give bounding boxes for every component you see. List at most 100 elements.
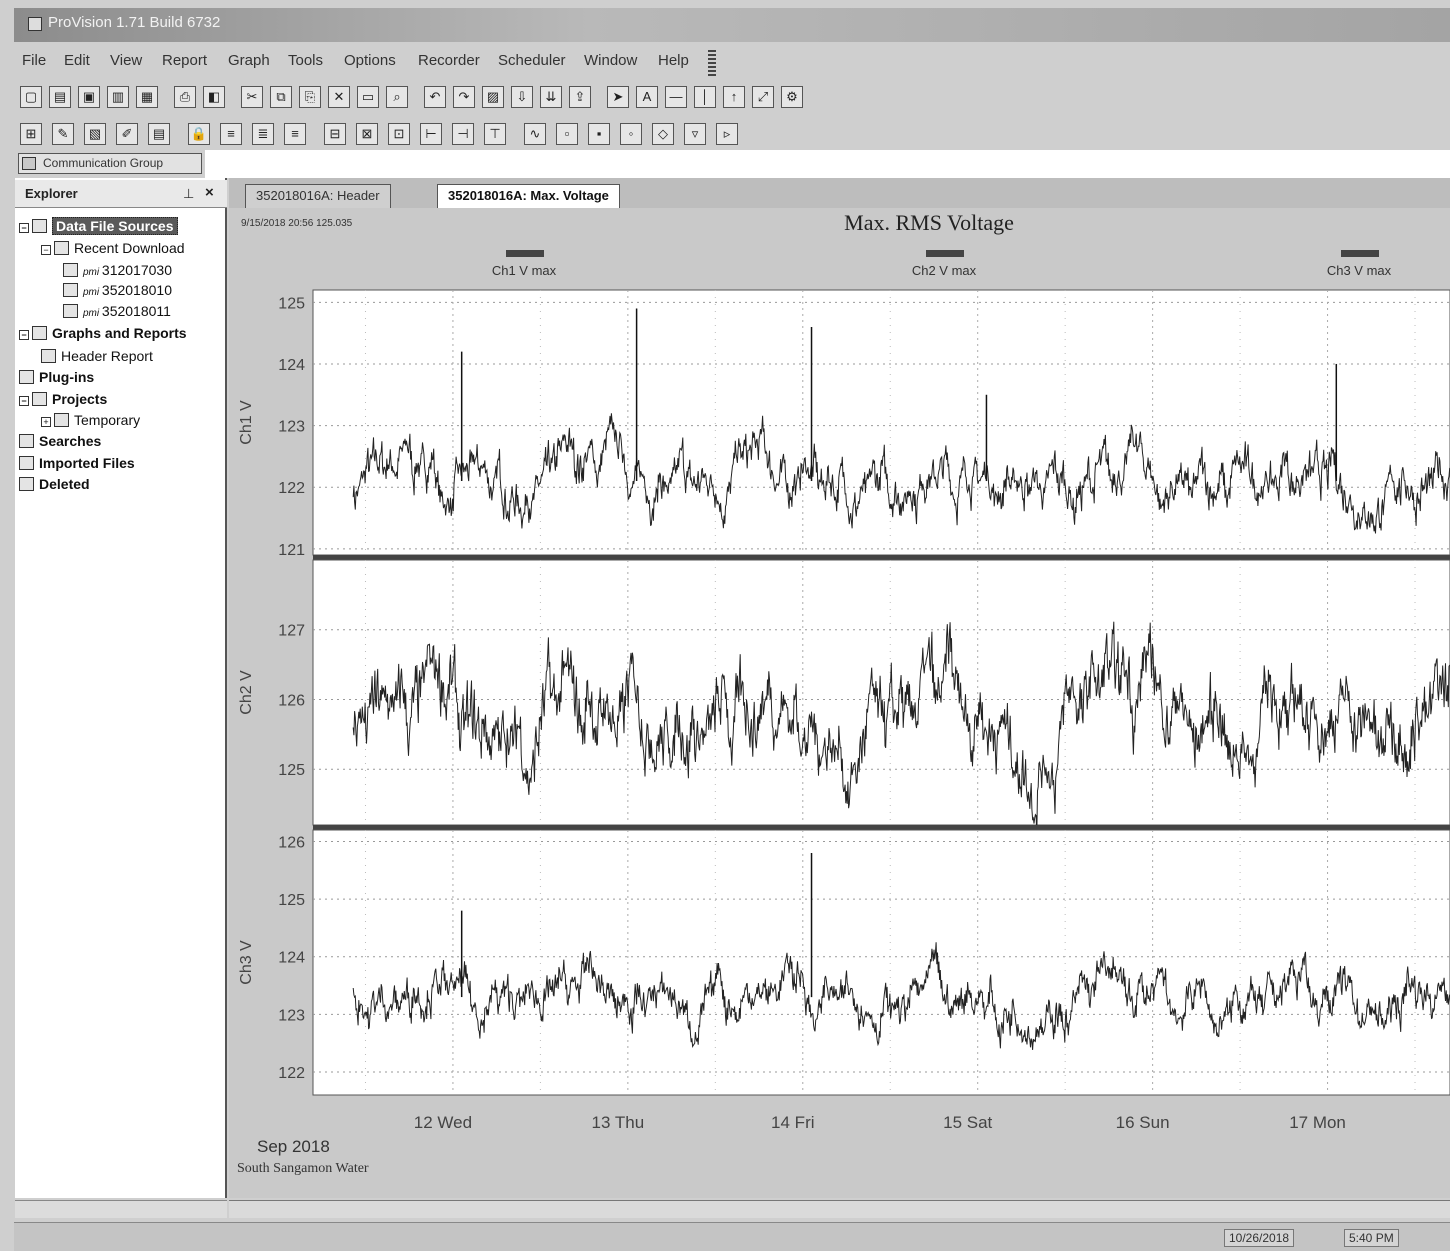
zoom-icon[interactable]: ⤢ [752, 86, 774, 108]
collapse-icon[interactable]: − [19, 223, 29, 233]
y-tick-label: 126 [278, 835, 305, 852]
document-horizontal-scrollbar[interactable] [229, 1200, 1450, 1218]
expand-icon[interactable]: + [41, 417, 51, 427]
tool-e-icon[interactable]: ▿ [684, 123, 706, 145]
graph-wave-icon[interactable]: ∿ [524, 123, 546, 145]
undo-history-icon[interactable]: ▭ [357, 86, 379, 108]
tree-item-imported-files[interactable]: Imported Files [19, 455, 135, 471]
open-icon[interactable]: ▤ [49, 86, 71, 108]
save-icon[interactable]: ▣ [78, 86, 100, 108]
find-icon[interactable]: ⌕ [386, 86, 408, 108]
layout-icon[interactable]: ▧ [84, 123, 106, 145]
tree-item-graphs-and-reports[interactable]: − Graphs and Reports [19, 325, 187, 341]
menu-report[interactable]: Report [162, 52, 208, 69]
pmi-prefix: pmi [83, 287, 102, 298]
lock-icon[interactable]: 🔒 [188, 123, 210, 145]
settings-icon[interactable]: ⚙ [781, 86, 803, 108]
undo-icon[interactable]: ↶ [424, 86, 446, 108]
chart-d-icon[interactable]: ⊢ [420, 123, 442, 145]
tree-item-352018011[interactable]: pmi 352018011 [63, 303, 171, 319]
legend-swatch [506, 250, 544, 257]
menu-recorder[interactable]: Recorder [418, 52, 480, 69]
text-icon[interactable]: A [636, 86, 658, 108]
redo-icon[interactable]: ↷ [453, 86, 475, 108]
grid-icon[interactable]: ⊞ [20, 123, 42, 145]
chart-a-icon[interactable]: ⊟ [324, 123, 346, 145]
pin-icon[interactable]: ⊥ [183, 186, 195, 201]
menu-scheduler[interactable]: Scheduler [498, 52, 566, 69]
download-icon[interactable]: ⇊ [540, 86, 562, 108]
tool-f-icon[interactable]: ▹ [716, 123, 738, 145]
image-icon[interactable]: ▤ [148, 123, 170, 145]
tree-item-projects[interactable]: − Projects [19, 391, 107, 407]
edit-icon[interactable]: ✐ [116, 123, 138, 145]
explorer-panel: Explorer ⊥ × − Data File Sources − Recent D… [15, 178, 227, 1218]
tree-item-recent-download[interactable]: − Recent Download [41, 240, 185, 256]
tool-a-icon[interactable]: ▫ [556, 123, 578, 145]
chart-c-icon[interactable]: ⊡ [388, 123, 410, 145]
tree-item-label: Imported Files [39, 455, 135, 471]
chart-b-icon[interactable]: ⊠ [356, 123, 378, 145]
search-icon [19, 434, 34, 448]
delete-icon[interactable]: ✕ [328, 86, 350, 108]
menu-edit[interactable]: Edit [64, 52, 90, 69]
explorer-horizontal-scrollbar[interactable] [15, 1200, 227, 1218]
tree-item-312017030[interactable]: pmi 312017030 [63, 262, 172, 278]
align-center-icon[interactable]: ≣ [252, 123, 274, 145]
cursor-readout: 9/15/2018 20:56 125.035 [241, 218, 353, 229]
y-tick-label: 123 [278, 419, 305, 436]
tool-b-icon[interactable]: ▪ [588, 123, 610, 145]
line-icon[interactable]: — [665, 86, 687, 108]
cut-icon[interactable]: ✂ [241, 86, 263, 108]
voltage-chart[interactable]: 9/15/2018 20:56 125.035 Max. RMS Voltage C… [229, 208, 1450, 1198]
collapse-icon[interactable]: − [19, 330, 29, 340]
menu-help[interactable]: Help [658, 52, 689, 69]
projects-icon [32, 392, 47, 406]
collapse-icon[interactable]: − [41, 245, 51, 255]
tree-item-label: Header Report [61, 348, 153, 364]
export-icon[interactable]: ⇪ [569, 86, 591, 108]
tree-item-plug-ins[interactable]: Plug-ins [19, 369, 94, 385]
pointer-icon[interactable]: ➤ [607, 86, 629, 108]
tab-header[interactable]: 352018016A: Header [245, 184, 391, 208]
app-title: ProVision 1.71 Build 6732 [48, 14, 221, 31]
report-icon[interactable]: ▨ [482, 86, 504, 108]
chart-e-icon[interactable]: ⊣ [452, 123, 474, 145]
menu-view[interactable]: View [110, 52, 143, 69]
align-left-icon[interactable]: ≡ [220, 123, 242, 145]
chart-f-icon[interactable]: ⊤ [484, 123, 506, 145]
menu-window[interactable]: Window [584, 52, 638, 69]
tree-item-deleted[interactable]: Deleted [19, 476, 90, 492]
arrow-icon[interactable]: ↑ [723, 86, 745, 108]
align-right-icon[interactable]: ≡ [284, 123, 306, 145]
save-all-icon[interactable]: ▥ [107, 86, 129, 108]
tree-item-temporary[interactable]: + Temporary [41, 412, 140, 428]
tree-item-data-file-sources[interactable]: − Data File Sources [19, 217, 178, 235]
new-icon[interactable]: ▢ [20, 86, 42, 108]
marker-icon[interactable]: │ [694, 86, 716, 108]
series-line-2 [352, 621, 1450, 836]
tool-d-icon[interactable]: ◇ [652, 123, 674, 145]
menu-graph[interactable]: Graph [228, 52, 270, 69]
communication-group-button[interactable]: Communication Group [18, 153, 202, 174]
explorer-title: Explorer [25, 186, 78, 201]
toolbar-grip[interactable] [708, 48, 716, 76]
status-time: 5:40 PM [1344, 1229, 1399, 1247]
tool-c-icon[interactable]: ◦ [620, 123, 642, 145]
wizard-icon[interactable]: ✎ [52, 123, 74, 145]
paste-icon[interactable]: ⎘ [299, 86, 321, 108]
close-icon[interactable]: × [205, 184, 214, 201]
import-icon[interactable]: ⇩ [511, 86, 533, 108]
print-preview-icon[interactable]: ◧ [203, 86, 225, 108]
tab-max-voltage[interactable]: 352018016A: Max. Voltage [437, 184, 620, 208]
collapse-icon[interactable]: − [19, 396, 29, 406]
copy-icon[interactable]: ⧉ [270, 86, 292, 108]
print-icon[interactable]: ⎙ [174, 86, 196, 108]
window-icon[interactable]: ▦ [136, 86, 158, 108]
tree-item-header-report[interactable]: Header Report [41, 348, 153, 364]
menu-options[interactable]: Options [344, 52, 396, 69]
tree-item-searches[interactable]: Searches [19, 433, 101, 449]
tree-item-352018010[interactable]: pmi 352018010 [63, 282, 172, 298]
menu-tools[interactable]: Tools [288, 52, 324, 69]
menu-file[interactable]: File [22, 52, 47, 69]
